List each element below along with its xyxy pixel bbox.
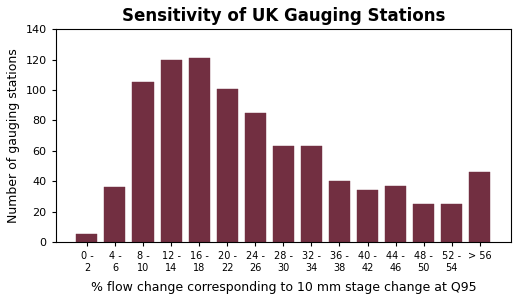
Bar [301,146,322,242]
Bar [189,58,210,242]
Bar [161,60,182,242]
Bar [76,234,97,242]
Bar [441,204,462,242]
Bar [133,82,153,242]
Bar [469,172,491,242]
Bar [273,146,294,242]
X-axis label: % flow change corresponding to 10 mm stage change at Q95: % flow change corresponding to 10 mm sta… [91,281,476,294]
Y-axis label: Number of gauging stations: Number of gauging stations [7,48,20,223]
Bar [329,181,350,242]
Bar [385,186,406,242]
Bar [217,88,238,242]
Bar [413,204,434,242]
Title: Sensitivity of UK Gauging Stations: Sensitivity of UK Gauging Stations [122,7,445,25]
Bar [105,187,125,242]
Bar [357,191,378,242]
Bar [245,113,266,242]
